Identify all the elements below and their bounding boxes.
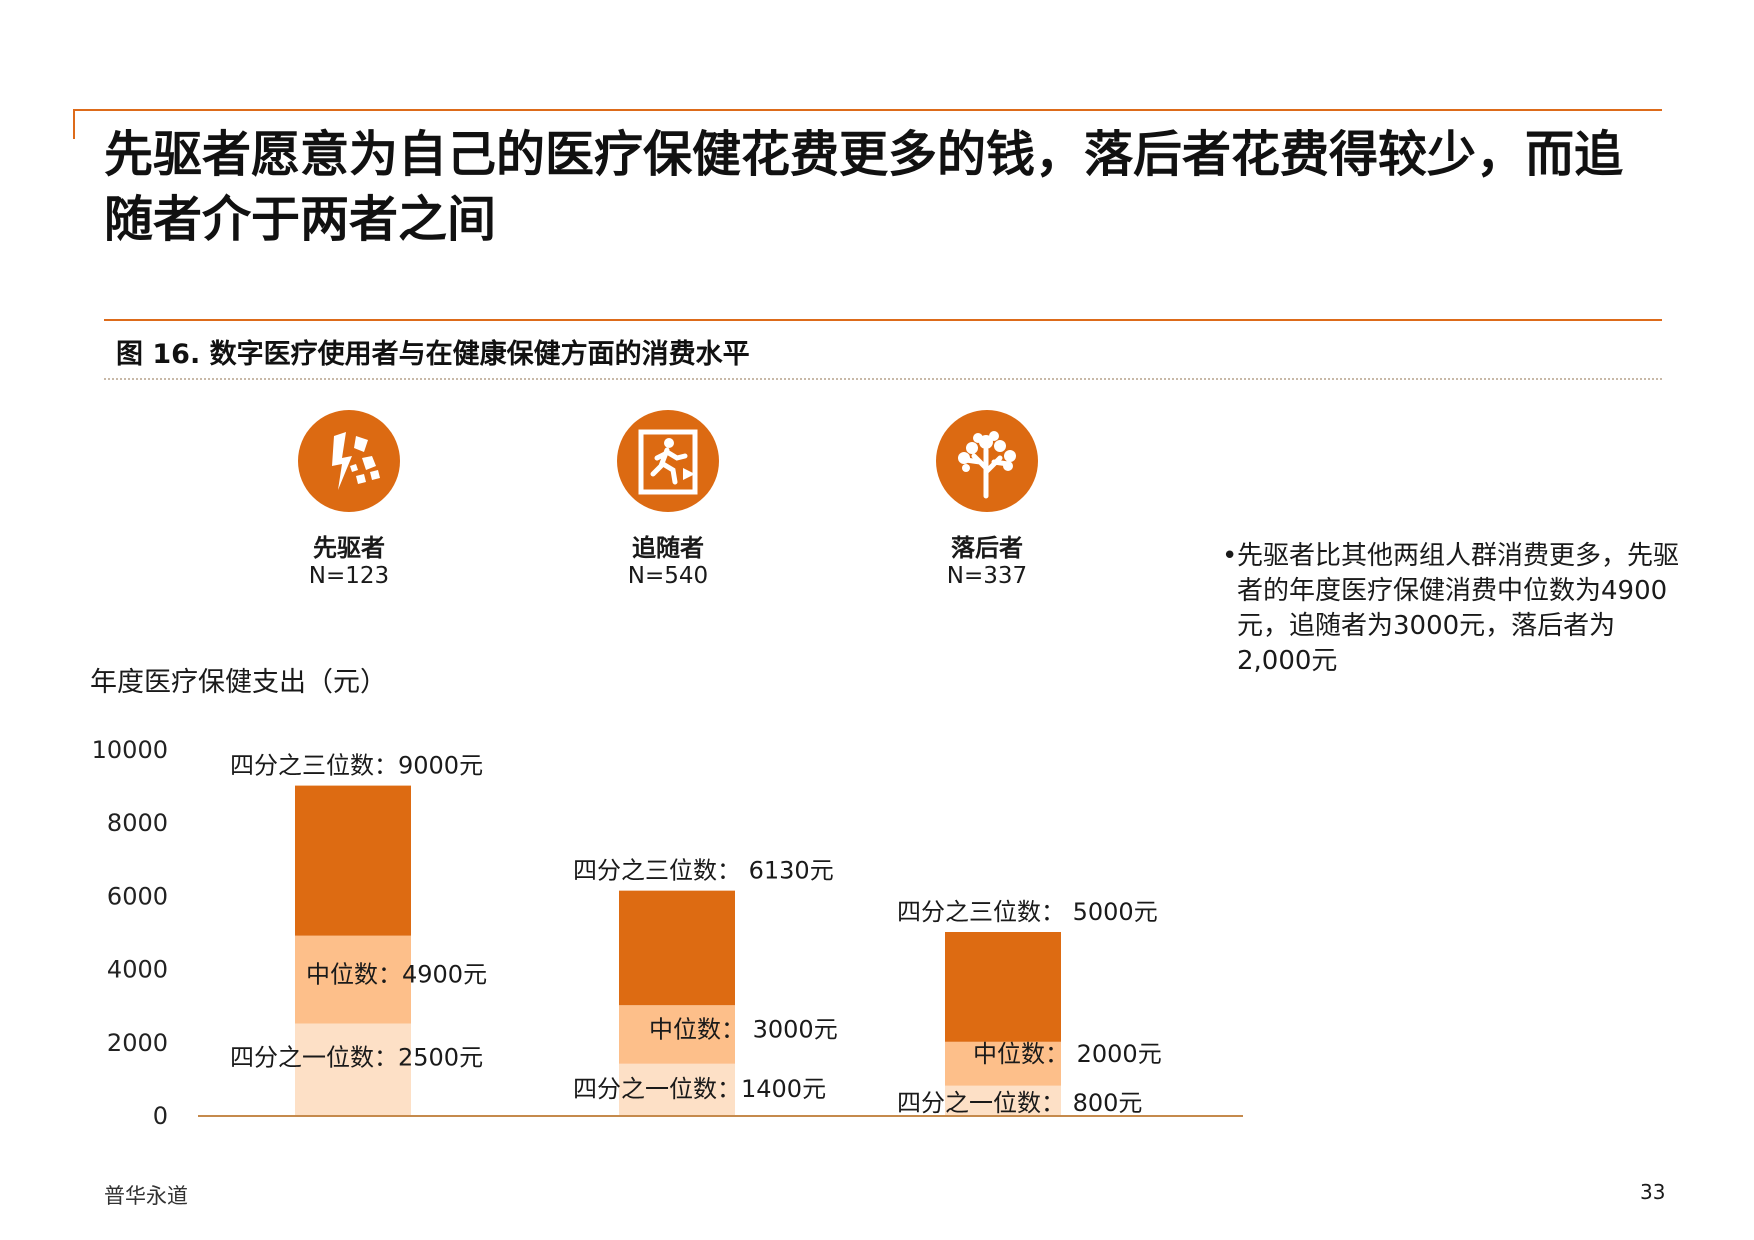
group-count: N=123: [308, 563, 390, 589]
group-name: 先驱者: [313, 534, 385, 562]
bar-segment-q1: [295, 1023, 411, 1115]
tree-icon: [936, 410, 1038, 512]
group-name: 落后者: [951, 534, 1023, 562]
page-number: 33: [1640, 1180, 1666, 1204]
title-rule: [73, 109, 1662, 111]
data-label-median: 中位数： 2000元: [973, 1040, 1162, 1068]
page-title: 先驱者愿意为自己的医疗保健花费更多的钱，落后者花费得较少，而追随者介于两者之间: [104, 125, 1624, 248]
y-axis-title: 年度医疗保健支出（元）: [90, 667, 387, 698]
data-label-q1: 四分之一位数：1400元: [573, 1075, 826, 1103]
bar-segment-q3: [945, 932, 1061, 1042]
summary-note-text: 先驱者比其他两组人群消费更多，先驱者的年度医疗保健消费中位数为4900元，追随者…: [1237, 541, 1680, 676]
bar-segment-median: [619, 1005, 735, 1064]
y-tick-label: 8000: [107, 809, 168, 837]
data-label-q3: 四分之三位数： 6130元: [573, 857, 834, 885]
data-label-q3: 四分之三位数：9000元: [230, 752, 483, 780]
data-label-q3: 四分之三位数： 5000元: [897, 898, 1158, 926]
lightning-breaking-icon: [298, 410, 400, 512]
group-pioneers: 先驱者 N=123: [249, 410, 449, 590]
y-tick-label: 6000: [107, 882, 168, 910]
data-label-median: 中位数： 3000元: [649, 1015, 838, 1043]
data-label-median: 中位数：4900元: [306, 961, 487, 989]
group-count: N=540: [627, 563, 709, 589]
figure-title: 图 16. 数字医疗使用者与在健康保健方面的消费水平: [116, 339, 750, 370]
group-count: N=337: [946, 563, 1028, 589]
group-name: 追随者: [632, 534, 704, 562]
figure-rule: [104, 319, 1662, 321]
bar-segment-median: [945, 1041, 1061, 1086]
summary-note: • 先驱者比其他两组人群消费更多，先驱者的年度医疗保健消费中位数为4900元，追…: [1222, 539, 1687, 679]
y-tick-label: 10000: [92, 736, 168, 764]
bar-segment-q1: [619, 1063, 735, 1115]
footer-brand: 普华永道: [104, 1184, 188, 1208]
bar-segment-q3: [619, 890, 735, 1006]
bar-segment-q3: [295, 785, 411, 936]
y-tick-label: 2000: [107, 1029, 168, 1057]
y-tick-label: 0: [153, 1102, 168, 1130]
data-label-q1: 四分之一位数：2500元: [230, 1044, 483, 1072]
bar-segment-q1: [945, 1085, 1061, 1115]
group-laggards: 落后者 N=337: [887, 410, 1087, 590]
title-rule-corner: [73, 109, 75, 139]
exit-running-man-icon: [617, 410, 719, 512]
y-tick-label: 4000: [107, 956, 168, 984]
data-label-q1: 四分之一位数： 800元: [897, 1089, 1142, 1117]
bullet-icon: •: [1222, 541, 1238, 571]
figure-dotted-divider: [104, 378, 1662, 380]
bar-segment-median: [295, 935, 411, 1024]
group-followers: 追随者 N=540: [568, 410, 768, 590]
